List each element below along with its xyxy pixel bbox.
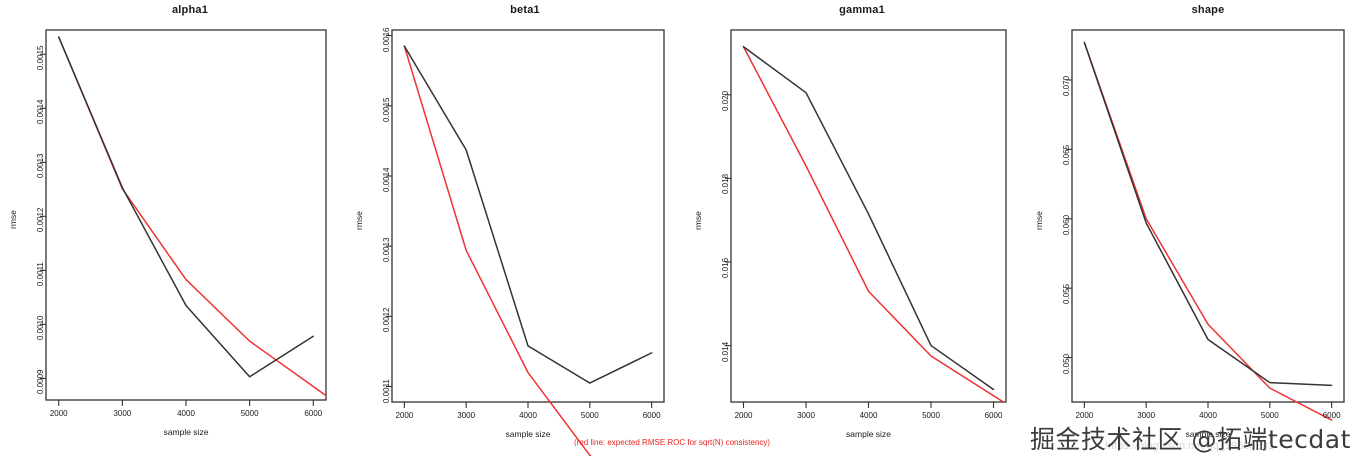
x-tick-label: 3000 bbox=[797, 411, 815, 420]
x-axis-title: sample size bbox=[1185, 429, 1231, 439]
x-axis-title: sample size bbox=[505, 429, 551, 439]
x-tick-label: 5000 bbox=[580, 411, 599, 420]
x-tick-label: 3000 bbox=[113, 409, 132, 418]
y-tick-label: 0.055 bbox=[1062, 284, 1071, 305]
x-tick-label: 6000 bbox=[984, 411, 1003, 420]
expected-rmse-line-extension bbox=[993, 395, 1005, 402]
observed-rmse-line bbox=[1083, 41, 1333, 387]
expected-rmse-line-extension bbox=[312, 385, 326, 397]
x-tick-label: 2000 bbox=[395, 411, 414, 420]
x-axis-title: sample size bbox=[163, 427, 209, 437]
y-tick-label: 0.065 bbox=[1062, 145, 1071, 166]
x-tick-label: 5000 bbox=[922, 411, 940, 420]
expected-rmse-line bbox=[742, 45, 995, 397]
x-tick-label: 4000 bbox=[519, 411, 537, 420]
observed-rmse-line bbox=[742, 45, 995, 391]
x-tick-label: 6000 bbox=[304, 409, 323, 418]
panel-title: beta1 bbox=[510, 4, 540, 16]
expected-rmse-line bbox=[403, 45, 592, 456]
x-tick-label: 6000 bbox=[642, 411, 661, 420]
x-tick-label: 5000 bbox=[240, 409, 259, 418]
figure-caption: (red line: expected RMSE ROC for sqrt(N)… bbox=[574, 438, 771, 447]
expected-rmse-line bbox=[1083, 41, 1333, 421]
y-tick-label: 0.050 bbox=[1062, 353, 1071, 374]
x-tick-label: 3000 bbox=[457, 411, 476, 420]
y-tick-label: 0.060 bbox=[1062, 214, 1071, 235]
plot-box bbox=[1071, 29, 1345, 403]
panel-title: shape bbox=[1191, 4, 1225, 16]
observed-rmse-line bbox=[57, 36, 315, 378]
x-tick-label: 3000 bbox=[1137, 411, 1156, 420]
y-tick-label: 0.070 bbox=[1062, 75, 1071, 96]
x-tick-label: 2000 bbox=[734, 411, 753, 420]
x-tick-label: 4000 bbox=[859, 411, 878, 420]
x-tick-label: 4000 bbox=[1199, 411, 1217, 420]
x-tick-label: 5000 bbox=[1260, 411, 1279, 420]
watermark: 掘金技术社区 @拓端tecdat bbox=[1030, 425, 1351, 454]
panel-title: alpha1 bbox=[171, 4, 209, 16]
observed-rmse-line bbox=[403, 45, 653, 384]
panel-title: gamma1 bbox=[839, 4, 885, 16]
y-axis-title: rmse bbox=[1034, 211, 1044, 230]
watermark-url: https://blog.csdn.net/qq_19600291 bbox=[1105, 440, 1274, 452]
x-axis-title: sample size bbox=[846, 429, 891, 439]
x-tick-label: 2000 bbox=[49, 409, 68, 418]
x-tick-label: 6000 bbox=[1322, 411, 1341, 420]
x-tick-label: 2000 bbox=[1075, 411, 1094, 420]
x-tick-label: 4000 bbox=[177, 409, 195, 418]
